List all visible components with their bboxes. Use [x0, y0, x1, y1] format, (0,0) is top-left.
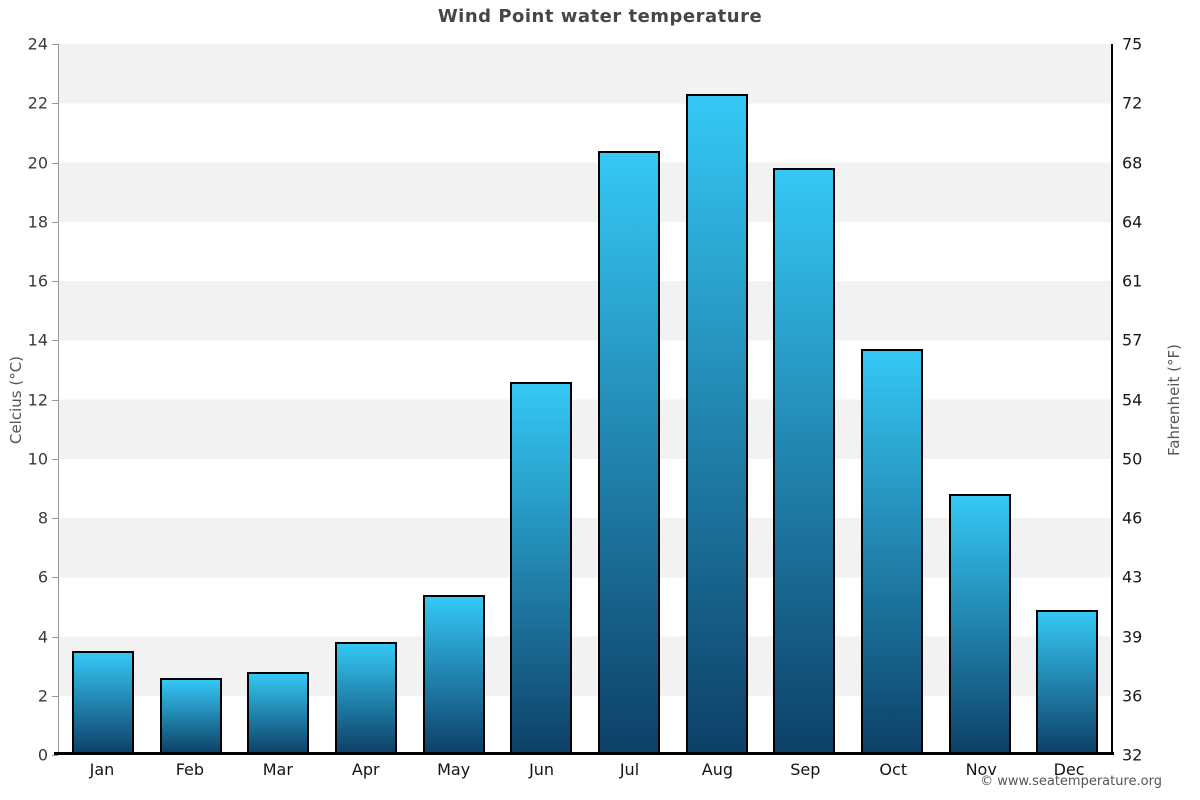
bar-slot-mar [234, 44, 322, 755]
celsius-tick-mark-14 [52, 340, 58, 342]
month-label-feb: Feb [175, 760, 205, 779]
bar-slot-nov [936, 44, 1024, 755]
celsius-tick-label-6: 6 [37, 567, 48, 587]
fahrenheit-tick-label-61: 61 [1122, 271, 1143, 291]
celsius-tick-label-24: 24 [27, 34, 48, 54]
fahrenheit-tick-label-36: 36 [1122, 686, 1143, 706]
bar-slot-may [410, 44, 498, 755]
celsius-tick-mark-20 [52, 162, 58, 164]
celsius-tick-mark-4 [52, 636, 58, 638]
fahrenheit-tick-label-72: 72 [1122, 93, 1143, 113]
bar-jul[interactable] [597, 150, 660, 755]
bar-slot-apr [322, 44, 410, 755]
celsius-tick-mark-8 [52, 518, 58, 519]
celsius-axis-labels: 24 22 20 18 16 14 12 10 8 6 4 2 0 [0, 35, 48, 765]
fahrenheit-tick-label-54: 54 [1122, 390, 1143, 409]
bar-slot-jan [59, 44, 147, 755]
bar-nov[interactable] [948, 494, 1011, 755]
month-label-jun: Jun [529, 760, 555, 779]
celsius-tick-label-16: 16 [27, 271, 48, 291]
bar-apr[interactable] [334, 642, 397, 755]
fahrenheit-tick-label-39: 39 [1122, 627, 1143, 646]
month-label-aug: Aug [701, 760, 734, 779]
celsius-tick-mark-22 [52, 103, 58, 105]
month-label-oct: Oct [879, 760, 908, 779]
celsius-tick-label-12: 12 [27, 390, 48, 409]
bar-slot-oct [848, 44, 936, 755]
celsius-tick-label-2: 2 [37, 686, 48, 706]
celsius-tick-label-4: 4 [37, 627, 48, 646]
celsius-tick-label-18: 18 [27, 212, 48, 232]
bar-aug[interactable] [685, 94, 748, 755]
bar-slot-dec [1023, 44, 1111, 755]
bar-slot-jul [585, 44, 673, 755]
fahrenheit-axis-labels: 75 72 68 64 61 57 54 50 46 43 39 36 32 [1122, 35, 1182, 765]
celsius-tick-mark-24 [52, 44, 58, 45]
celsius-tick-mark-2 [52, 695, 58, 697]
bar-jan[interactable] [71, 651, 134, 755]
celsius-tick-mark-0 [52, 755, 58, 756]
bar-slot-feb [147, 44, 235, 755]
celsius-tick-mark-18 [52, 221, 58, 223]
celsius-tick-mark-16 [52, 281, 58, 282]
fahrenheit-tick-label-75: 75 [1122, 34, 1143, 54]
bar-may[interactable] [422, 595, 485, 755]
bar-slot-sep [760, 44, 848, 755]
celsius-tick-label-8: 8 [37, 508, 48, 528]
month-label-nov: Nov [965, 760, 997, 779]
fahrenheit-tick-label-57: 57 [1122, 330, 1143, 350]
bar-slot-aug [673, 44, 761, 755]
plot-area [58, 44, 1113, 755]
celsius-tick-mark-10 [52, 458, 58, 460]
chart-title: Wind Point water temperature [437, 6, 763, 27]
fahrenheit-tick-label-43: 43 [1122, 567, 1143, 587]
copyright-text: © www.seatemperature.org [980, 774, 1162, 789]
bar-jun[interactable] [510, 381, 573, 755]
month-axis-labels: Jan Feb Mar Apr May Jun Jul Aug Sep Oct Nov Dec [58, 760, 1113, 779]
fahrenheit-tick-label-46: 46 [1122, 508, 1143, 528]
fahrenheit-tick-label-68: 68 [1122, 153, 1143, 172]
fahrenheit-tick-label-64: 64 [1122, 212, 1143, 232]
bar-slot-jun [497, 44, 585, 755]
month-label-may: May [437, 760, 471, 779]
fahrenheit-tick-label-50: 50 [1122, 449, 1143, 469]
bar-oct[interactable] [860, 349, 923, 755]
celsius-tick-label-22: 22 [27, 93, 48, 113]
celsius-tick-mark-6 [52, 577, 58, 579]
bar-sep[interactable] [773, 168, 836, 755]
bar-feb[interactable] [159, 677, 222, 755]
celsius-axis-tick-marks [52, 44, 58, 756]
celsius-tick-label-10: 10 [27, 449, 48, 469]
month-label-jul: Jul [619, 760, 640, 779]
bar-dec[interactable] [1036, 609, 1099, 755]
celsius-tick-label-14: 14 [27, 330, 48, 350]
month-label-mar: Mar [262, 760, 293, 779]
celsius-tick-label-0: 0 [37, 745, 48, 765]
bar-mar[interactable] [247, 672, 310, 755]
fahrenheit-tick-label-32: 32 [1122, 745, 1143, 765]
month-label-jan: Jan [89, 760, 115, 779]
month-label-apr: Apr [351, 760, 380, 779]
month-label-dec: Dec [1053, 760, 1085, 779]
month-label-sep: Sep [790, 760, 821, 779]
celsius-tick-mark-12 [52, 399, 58, 401]
bars-layer [59, 44, 1111, 755]
celsius-tick-label-20: 20 [27, 153, 48, 172]
x-axis-line [54, 752, 1114, 755]
